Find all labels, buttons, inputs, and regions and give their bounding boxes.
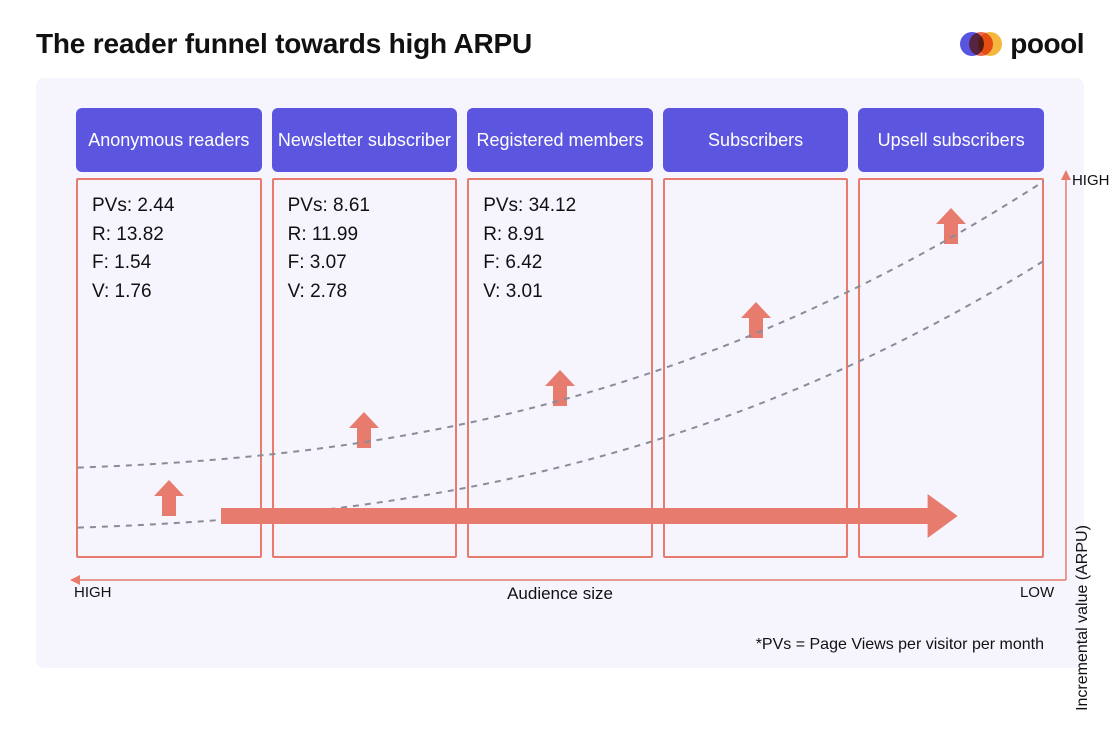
funnel-columns: Anonymous readers PVs: 2.44R: 13.82F: 1.5… <box>76 108 1044 558</box>
metric-line: R: 11.99 <box>288 221 442 250</box>
stage-metrics: PVs: 34.12R: 8.91F: 6.42V: 3.01 <box>483 192 637 306</box>
stage-header: Newsletter subscriber <box>272 108 458 172</box>
metric-line: R: 8.91 <box>483 221 637 250</box>
metric-line: PVs: 2.44 <box>92 192 246 221</box>
stage-metrics: PVs: 2.44R: 13.82F: 1.54V: 1.76 <box>92 192 246 306</box>
metric-line: V: 3.01 <box>483 278 637 307</box>
funnel-stage: Upsell subscribers <box>858 108 1044 558</box>
metric-line: F: 1.54 <box>92 249 246 278</box>
progress-arrow-icon <box>221 494 958 538</box>
y-axis-high-label: HIGH <box>1072 172 1110 189</box>
x-axis-label: Audience size <box>36 584 1084 622</box>
metric-line: R: 13.82 <box>92 221 246 250</box>
stage-metrics: PVs: 8.61R: 11.99F: 3.07V: 2.78 <box>288 192 442 306</box>
funnel-panel: Anonymous readers PVs: 2.44R: 13.82F: 1.5… <box>36 78 1084 668</box>
stage-header: Anonymous readers <box>76 108 262 172</box>
stage-header: Subscribers <box>663 108 849 172</box>
page-title: The reader funnel towards high ARPU <box>36 28 532 60</box>
brand-logo: poool <box>960 28 1084 60</box>
stage-header: Registered members <box>467 108 653 172</box>
funnel-stage: Registered members PVs: 34.12R: 8.91F: 6.… <box>467 108 653 558</box>
footnote: *PVs = Page Views per visitor per month <box>756 636 1044 654</box>
up-arrow-icon <box>741 302 771 338</box>
metric-line: F: 6.42 <box>483 249 637 278</box>
up-arrow-icon <box>545 370 575 406</box>
metric-line: V: 2.78 <box>288 278 442 307</box>
stage-header: Upsell subscribers <box>858 108 1044 172</box>
funnel-stage: Subscribers <box>663 108 849 558</box>
metric-line: PVs: 34.12 <box>483 192 637 221</box>
logo-text: poool <box>1010 28 1084 60</box>
metric-line: PVs: 8.61 <box>288 192 442 221</box>
up-arrow-icon <box>936 208 966 244</box>
logo-dot-3 <box>978 32 1002 56</box>
logo-mark <box>960 30 1002 58</box>
funnel-stage: Anonymous readers PVs: 2.44R: 13.82F: 1.5… <box>76 108 262 558</box>
metric-line: F: 3.07 <box>288 249 442 278</box>
metric-line: V: 1.76 <box>92 278 246 307</box>
up-arrow-icon <box>154 480 184 516</box>
up-arrow-icon <box>349 412 379 448</box>
funnel-stage: Newsletter subscriber PVs: 8.61R: 11.99F:… <box>272 108 458 558</box>
